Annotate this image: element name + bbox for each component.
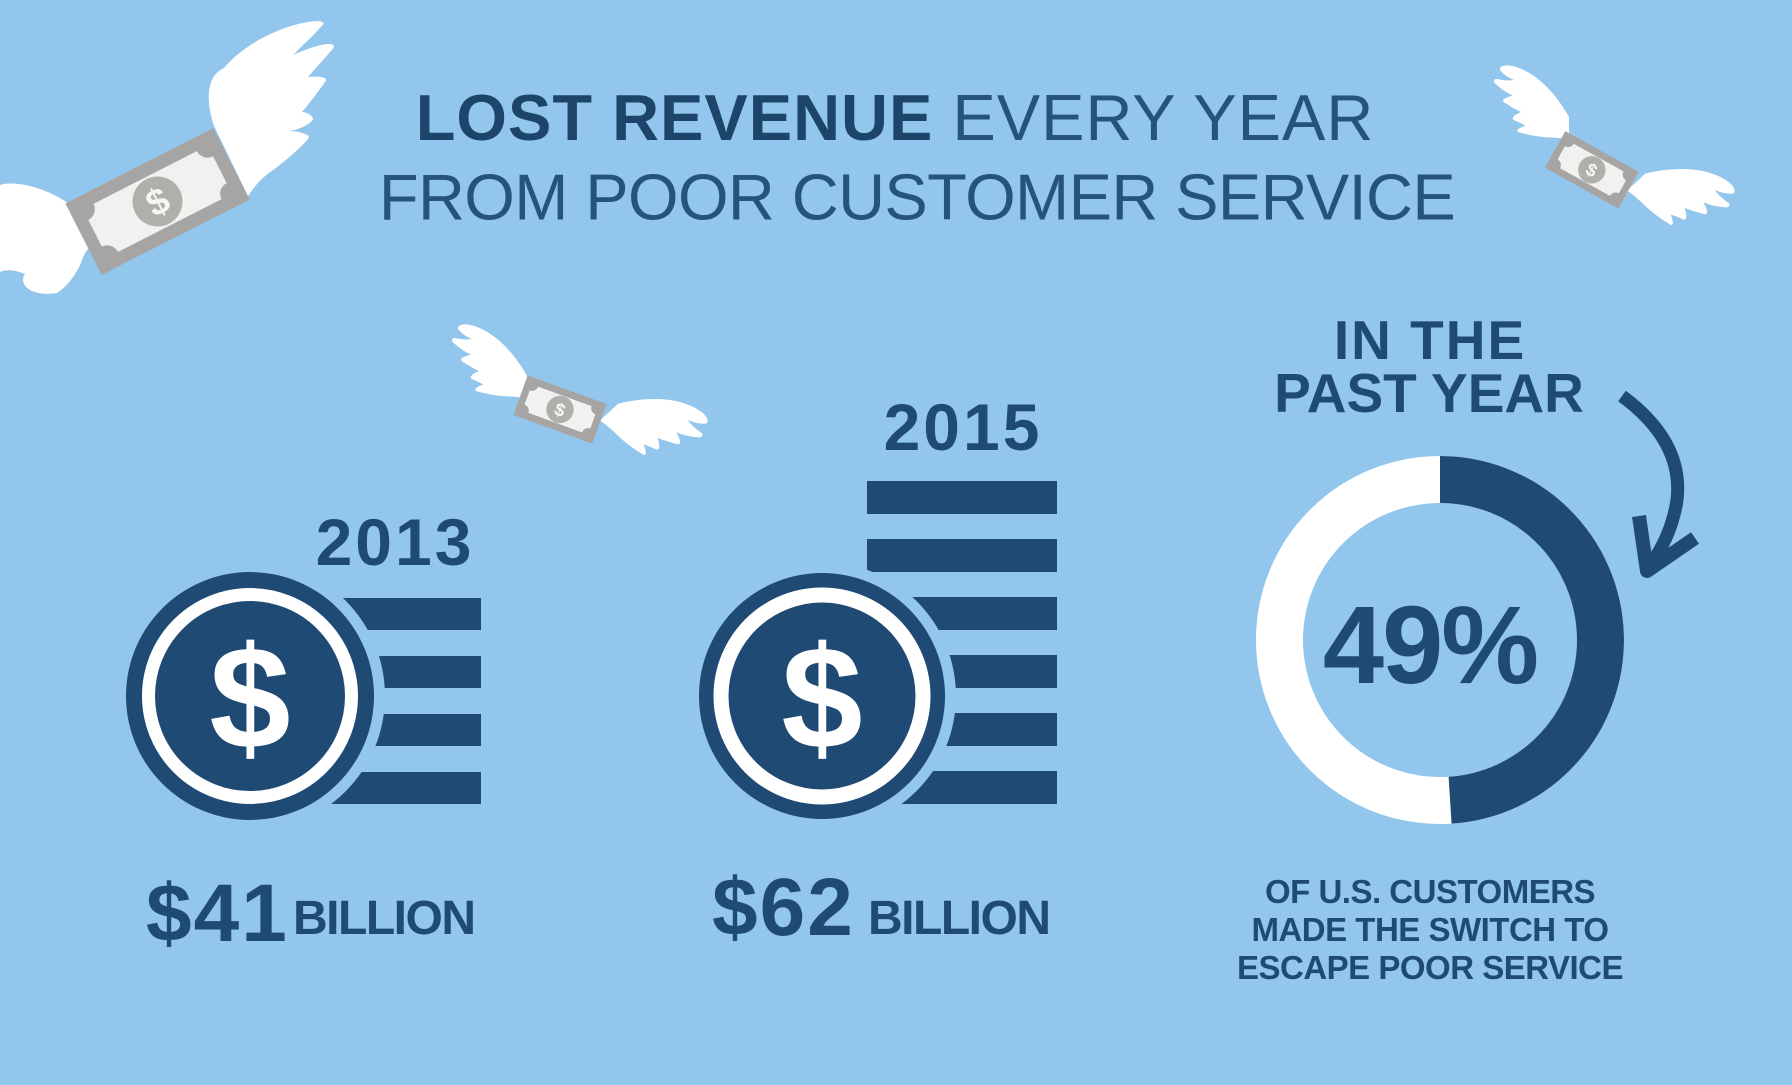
svg-text:49%: 49% bbox=[1323, 584, 1537, 707]
svg-text:OF U.S. CUSTOMERS: OF U.S. CUSTOMERS bbox=[1265, 873, 1595, 910]
svg-text:BILLION: BILLION bbox=[293, 892, 474, 945]
svg-text:2015: 2015 bbox=[884, 390, 1043, 464]
svg-text:IN THE: IN THE bbox=[1334, 309, 1526, 371]
svg-text:MADE THE SWITCH TO: MADE THE SWITCH TO bbox=[1251, 911, 1608, 948]
svg-text:LOST REVENUE EVERY YEAR: LOST REVENUE EVERY YEAR bbox=[416, 81, 1375, 154]
svg-text:ESCAPE POOR SERVICE: ESCAPE POOR SERVICE bbox=[1237, 949, 1623, 986]
svg-text:PAST YEAR: PAST YEAR bbox=[1274, 362, 1584, 424]
svg-text:$62: $62 bbox=[712, 862, 855, 953]
svg-text:$41: $41 bbox=[146, 868, 289, 959]
svg-text:BILLION: BILLION bbox=[868, 892, 1049, 945]
svg-text:2013: 2013 bbox=[316, 505, 475, 579]
svg-text:FROM POOR CUSTOMER SERVICE: FROM POOR CUSTOMER SERVICE bbox=[379, 161, 1455, 234]
svg-text:$: $ bbox=[781, 616, 862, 779]
svg-text:$: $ bbox=[209, 616, 290, 779]
